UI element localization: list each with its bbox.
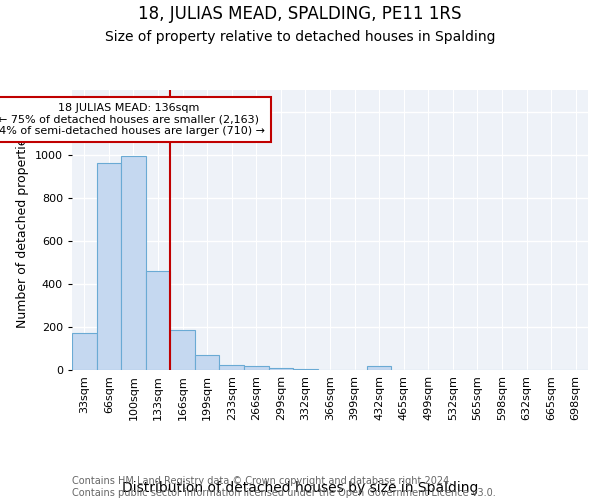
Bar (269, 368, 293, 370)
Text: Size of property relative to detached houses in Spalding: Size of property relative to detached ho… (105, 30, 495, 44)
Text: Distribution of detached houses by size in Spalding: Distribution of detached houses by size … (122, 481, 478, 495)
Bar (244, 366, 269, 370)
Bar (146, 271, 170, 370)
Y-axis label: Number of detached properties: Number of detached properties (16, 132, 29, 328)
Bar (121, 156, 146, 370)
Bar (293, 369, 318, 370)
Bar (367, 366, 391, 370)
Text: Contains HM Land Registry data © Crown copyright and database right 2024.
Contai: Contains HM Land Registry data © Crown c… (72, 476, 496, 498)
Bar (220, 364, 244, 370)
Bar (195, 355, 220, 370)
Bar (72, 334, 97, 370)
Bar (97, 163, 121, 370)
Text: 18 JULIAS MEAD: 136sqm
← 75% of detached houses are smaller (2,163)
24% of semi-: 18 JULIAS MEAD: 136sqm ← 75% of detached… (0, 103, 265, 136)
Text: 18, JULIAS MEAD, SPALDING, PE11 1RS: 18, JULIAS MEAD, SPALDING, PE11 1RS (138, 5, 462, 23)
Bar (170, 330, 195, 370)
